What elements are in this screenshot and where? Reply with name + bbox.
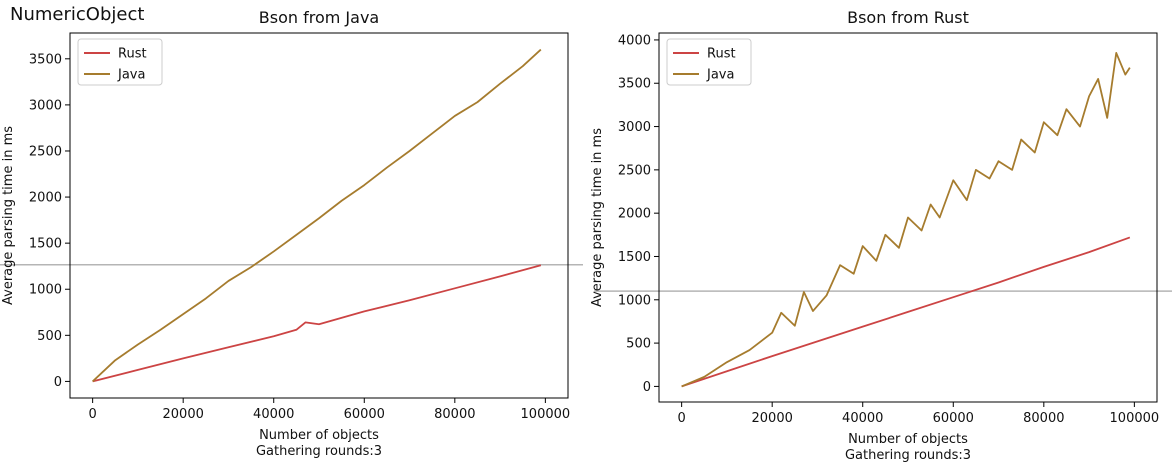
plot-area-frame (69, 32, 569, 399)
x-tick-label: 0 (677, 411, 685, 426)
y-tick-label: 2000 (29, 191, 62, 206)
y-tick-label: 3000 (618, 120, 651, 135)
y-tick-label: 1000 (618, 293, 651, 308)
series-line-java (92, 48, 542, 383)
x-tick-label: 80000 (1023, 411, 1064, 426)
y-tick-label: 3000 (29, 98, 62, 113)
chart-title: Bson from Java (259, 8, 379, 27)
y-tick-label: 2500 (29, 144, 62, 159)
series-line-rust (681, 236, 1131, 388)
y-tick-label: 500 (37, 329, 62, 344)
x-axis-label-line: Gathering rounds:3 (845, 448, 971, 463)
legend-entry: Rust (707, 47, 736, 62)
y-tick-label: 0 (54, 375, 62, 390)
x-tick-label: 20000 (163, 407, 204, 422)
x-axis-label-line: Number of objects (848, 432, 968, 447)
x-tick-label: 60000 (344, 407, 385, 422)
x-axis-label-line: Number of objects (259, 428, 379, 443)
plot-area-frame (658, 32, 1158, 403)
y-tick-label: 1000 (29, 283, 62, 298)
y-tick-label: 1500 (618, 250, 651, 265)
series-line-java (681, 52, 1131, 388)
y-tick-label: 3500 (618, 77, 651, 92)
y-tick-label: 500 (626, 337, 651, 352)
legend-entry: Rust (118, 47, 147, 62)
x-axis-label: Number of objects Gathering rounds:3 (845, 432, 971, 463)
chart-title: Bson from Rust (847, 8, 969, 27)
y-tick-label: 2500 (618, 163, 651, 178)
x-tick-label: 40000 (253, 407, 294, 422)
x-tick-label: 0 (88, 407, 96, 422)
y-tick-label: 3500 (29, 52, 62, 67)
y-axis-label: Average parsing time in ms (590, 128, 605, 307)
x-axis-label: Number of objects Gathering rounds:3 (256, 428, 382, 459)
legend-entry: Java (706, 68, 734, 83)
x-tick-label: 100000 (1110, 411, 1160, 426)
legend-entry: Java (117, 68, 145, 83)
y-tick-label: 0 (643, 380, 651, 395)
y-tick-label: 2000 (618, 207, 651, 222)
x-axis-label-line: Gathering rounds:3 (256, 444, 382, 459)
y-tick-label: 4000 (618, 33, 651, 48)
x-tick-label: 40000 (842, 411, 883, 426)
x-tick-label: 20000 (752, 411, 793, 426)
series-line-rust (92, 264, 542, 383)
figure-title: NumericObject (10, 4, 145, 25)
y-axis-label: Average parsing time in ms (1, 126, 16, 305)
x-tick-label: 100000 (521, 407, 571, 422)
x-tick-label: 80000 (434, 407, 475, 422)
x-tick-label: 60000 (933, 411, 974, 426)
y-tick-label: 1500 (29, 237, 62, 252)
